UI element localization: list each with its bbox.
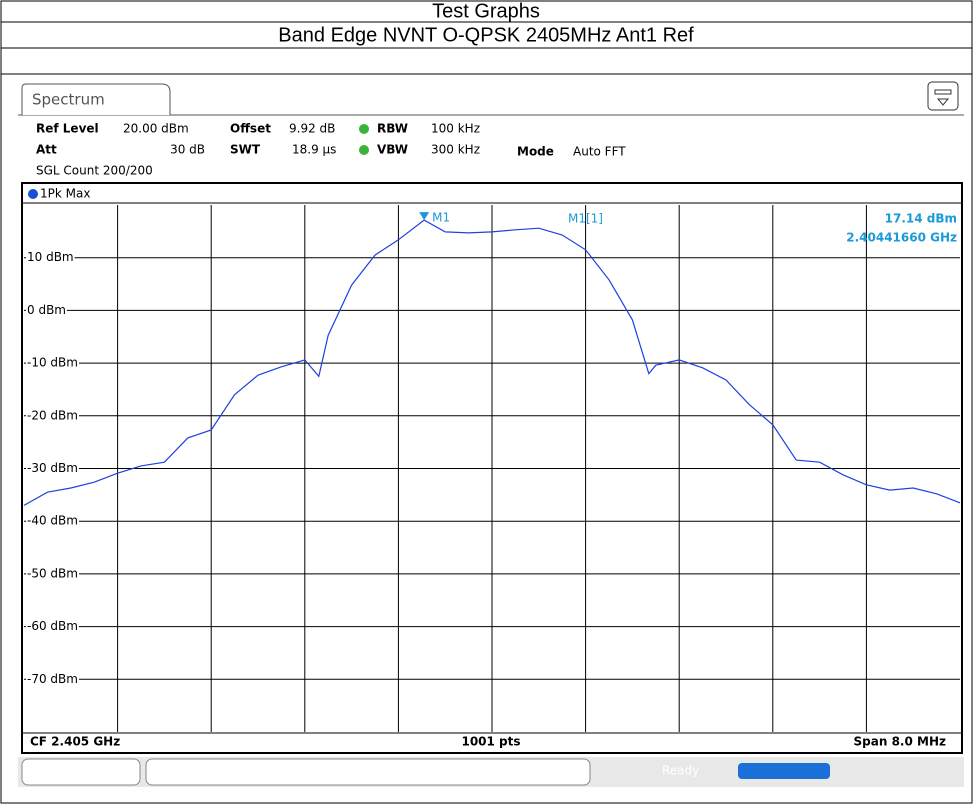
- setting-value: 100 kHz: [431, 122, 480, 136]
- menu-icon: [934, 89, 952, 106]
- tab[interactable]: [21, 83, 171, 115]
- header-subtitle: Band Edge NVNT O-QPSK 2405MHz Ant1 Ref: [278, 24, 694, 46]
- marker-x-value: 2.40441660 GHz: [846, 231, 957, 245]
- indicator: [359, 124, 369, 134]
- marker-readout: M1[1]: [568, 212, 603, 226]
- indicator: [359, 145, 369, 155]
- status-field: [21, 758, 141, 786]
- trace: [23, 219, 961, 506]
- y-tick-label: -50 dBm: [27, 566, 78, 580]
- marker-y-value: 17.14 dBm: [885, 212, 957, 226]
- y-tick-label-bg: [26, 461, 79, 475]
- trace-indicator: [28, 189, 38, 199]
- footer-cf: CF 2.405 GHz: [30, 735, 120, 749]
- y-tick-label-bg: [26, 355, 79, 370]
- setting-value: 18.9 µs: [292, 143, 336, 157]
- setting-label: VBW: [377, 143, 408, 157]
- setting-label: Offset: [230, 122, 271, 136]
- footer-span: Span 8.0 MHz: [854, 735, 946, 749]
- setting-label: RBW: [377, 122, 408, 136]
- status-field: [145, 758, 591, 786]
- setting-value: 30 dB: [170, 143, 205, 157]
- setting-value: Auto FFT: [573, 145, 626, 159]
- y-tick-label: -10 dBm: [27, 356, 78, 370]
- y-tick-label: 10 dBm: [27, 250, 74, 264]
- header-title: Test Graphs: [432, 0, 540, 22]
- setting-value: 300 kHz: [431, 143, 480, 157]
- y-tick-label-bg: [26, 619, 79, 634]
- progress: [738, 763, 830, 779]
- setting-value: 20.00 dBm: [123, 122, 189, 136]
- y-tick-label: -70 dBm: [27, 672, 78, 686]
- y-tick-label-bg: [26, 566, 79, 581]
- setting-value: SGL Count 200/200: [36, 164, 153, 178]
- y-tick-label: 0 dBm: [27, 303, 66, 317]
- y-tick-label: -60 dBm: [27, 619, 78, 633]
- setting-value: 9.92 dB: [289, 122, 335, 136]
- y-tick-label: -20 dBm: [27, 408, 78, 422]
- setting-label: Att: [36, 143, 57, 157]
- footer-points: 1001 pts: [461, 735, 520, 749]
- marker: [419, 212, 430, 221]
- y-tick-label-bg: [26, 513, 79, 528]
- y-tick-label: -40 dBm: [27, 514, 78, 528]
- setting-label: SWT: [230, 143, 261, 157]
- y-tick-label-bg: [26, 302, 67, 317]
- tab-label[interactable]: Spectrum: [32, 91, 105, 109]
- marker-label: M1: [432, 211, 450, 225]
- trace-label: 1Pk Max: [40, 187, 90, 201]
- status-text: Ready: [662, 764, 699, 778]
- y-tick-label-bg: [26, 671, 79, 686]
- y-tick-label: -30 dBm: [27, 461, 78, 475]
- y-tick-label-bg: [26, 408, 79, 423]
- setting-label: Ref Level: [36, 122, 99, 136]
- setting-label: Mode: [517, 145, 554, 159]
- menu-button[interactable]: [927, 81, 959, 111]
- y-tick-label-bg: [26, 250, 75, 265]
